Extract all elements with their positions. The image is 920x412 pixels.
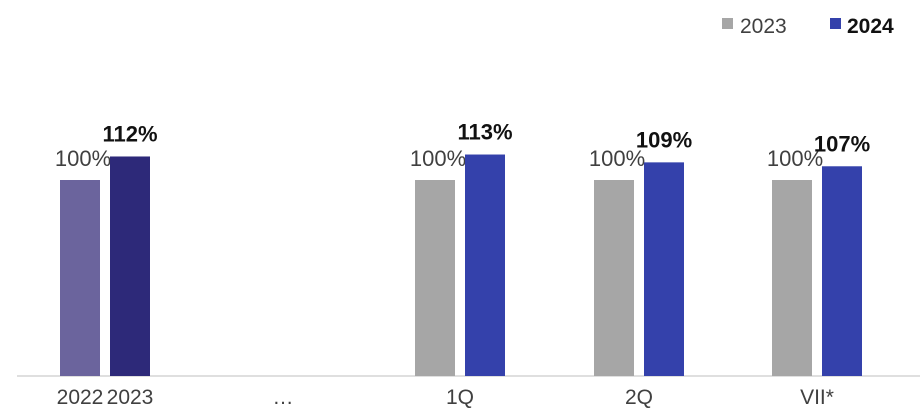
legend-label: 2023 xyxy=(740,15,787,38)
x-tick-label: VII* xyxy=(800,386,834,409)
bar-2022-1 xyxy=(60,180,100,376)
data-label: 112% xyxy=(102,121,157,146)
bar-1Q-1 xyxy=(415,180,455,376)
x-tick-label: 2Q xyxy=(625,386,653,409)
legend: 2023 2024 xyxy=(722,15,894,38)
bar-1Q-2 xyxy=(465,154,505,376)
legend-swatch xyxy=(722,18,733,29)
bar-VII*-1 xyxy=(772,180,812,376)
data-label: 100% xyxy=(589,146,645,171)
x-tick-label: … xyxy=(273,386,294,409)
data-label: 109% xyxy=(636,127,692,152)
x-tick-label: 1Q xyxy=(446,386,474,409)
x-tick-label: 2022 xyxy=(57,386,104,409)
bar-2Q-1 xyxy=(594,180,634,376)
bar-2023-2 xyxy=(110,156,150,376)
data-label: 107% xyxy=(814,131,870,156)
bar-2Q-2 xyxy=(644,162,684,376)
bar-VII*-2 xyxy=(822,166,862,376)
legend-label: 2024 xyxy=(847,15,894,38)
x-tick-label: 2023 xyxy=(107,386,154,409)
data-label: 100% xyxy=(410,146,466,171)
legend-swatch xyxy=(830,18,841,29)
data-label: 100% xyxy=(767,146,823,171)
data-label: 113% xyxy=(457,120,512,145)
data-label: 100% xyxy=(55,146,111,171)
